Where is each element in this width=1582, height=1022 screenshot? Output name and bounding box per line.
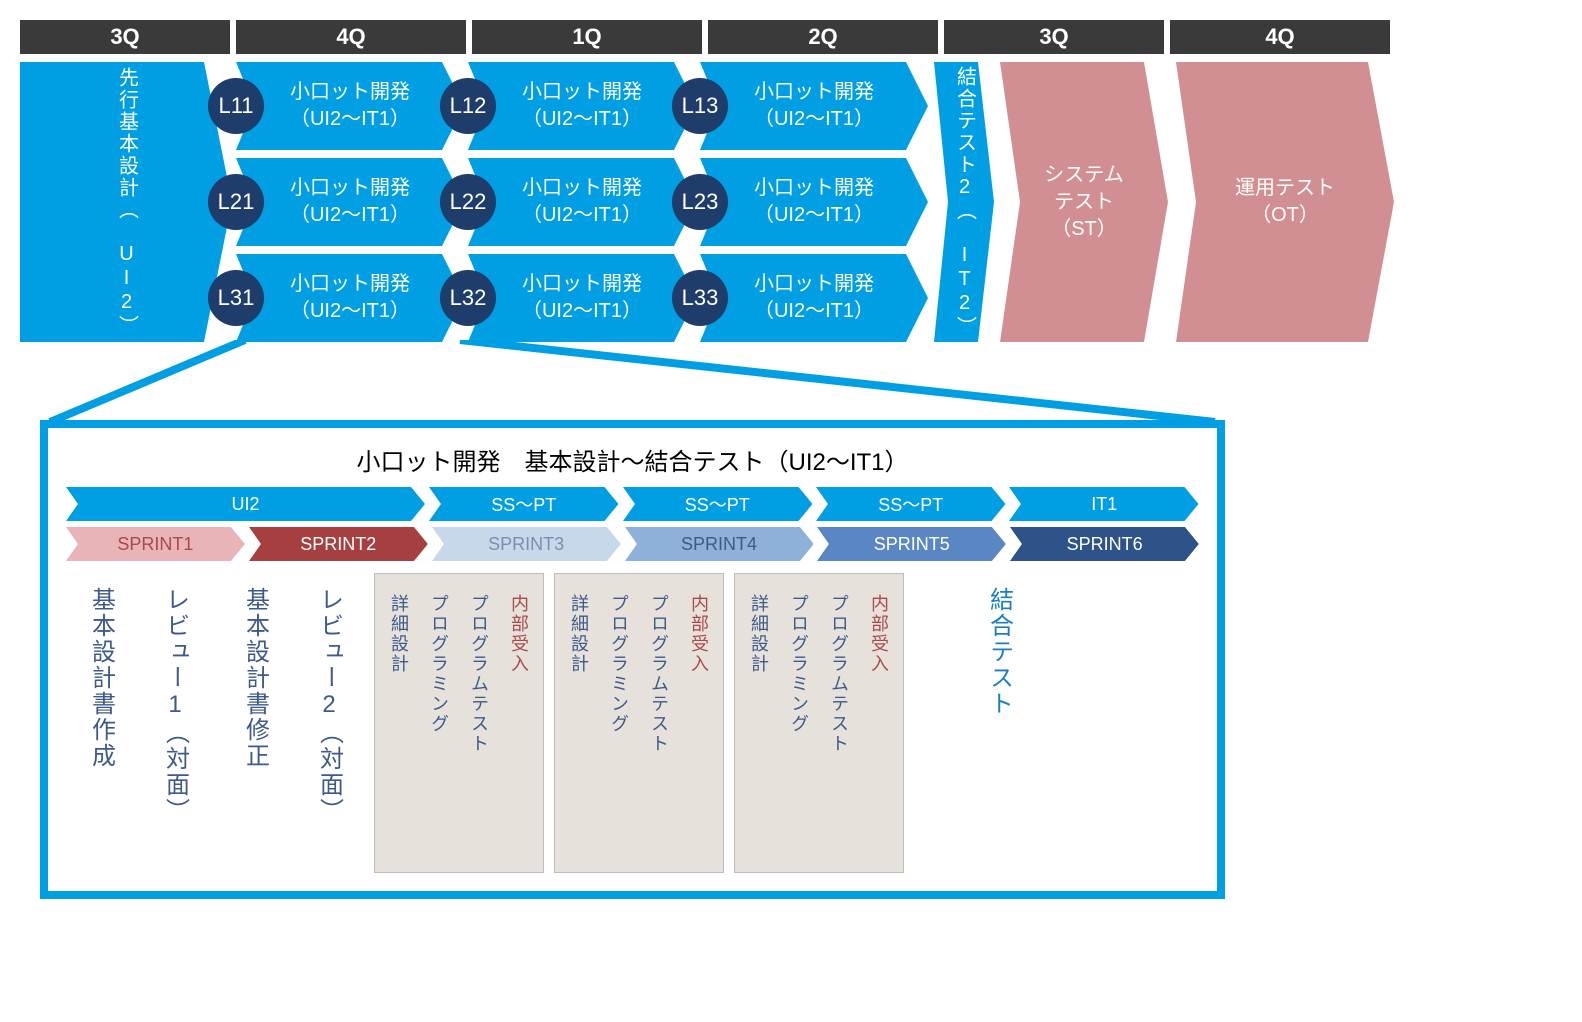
phase-chevron: SS～PT [429, 487, 618, 521]
task-box: 詳細設計 [561, 580, 597, 850]
phase-row: UI2 SS～PT SS～PT SS～PT IT1 [66, 487, 1199, 521]
lot-block: 小口ット開発（UI2～IT1） [236, 254, 464, 342]
lot-block: 小口ット開発（UI2～IT1） [700, 158, 928, 246]
sprint-chevron: SPRINT5 [817, 527, 1006, 561]
task-box: プログラミング [421, 580, 457, 850]
task-group: 基本設計書修正 レビュー2（対面） [220, 573, 364, 873]
detail-title: 小口ット開発 基本設計～結合テスト（UI2～IT1） [66, 442, 1199, 477]
lot-id-circle: L13 [672, 78, 728, 134]
lot-id-circle: L22 [440, 174, 496, 230]
lot-block: 小口ット開発（UI2～IT1） [468, 254, 696, 342]
top-flow: 先行基本設計（ UI2） 小口ット開発（UI2～IT1）L11 小口ット開発（U… [20, 62, 1560, 352]
task-box: 詳細設計 [381, 580, 417, 850]
quarter-cell: 2Q [708, 20, 938, 54]
lot-id-circle: L31 [208, 270, 264, 326]
lot-id-circle: L11 [208, 78, 264, 134]
task-group-boxed: 詳細設計 プログラミング プログラムテスト 内部受入 [734, 573, 904, 873]
phase-chevron: IT1 [1009, 487, 1198, 521]
task-group: 結合テスト [914, 573, 1084, 873]
task-box: プログラムテスト [641, 580, 677, 850]
lot-id-circle: L33 [672, 270, 728, 326]
quarter-cell: 4Q [1170, 20, 1390, 54]
lot-block: 小口ット開発（UI2～IT1） [700, 62, 928, 150]
task-row: 基本設計書作成 レビュー1（対面） 基本設計書修正 レビュー2（対面） 詳細設計… [66, 573, 1199, 873]
task-box: 基本設計書修正 [220, 573, 290, 873]
prelim-block: 先行基本設計（ UI2） [20, 62, 232, 342]
task-box: 詳細設計 [741, 580, 777, 850]
sprint-chevron: SPRINT2 [249, 527, 428, 561]
ot-block: 運用テスト（OT） [1176, 62, 1394, 342]
task-group-boxed: 詳細設計 プログラミング プログラムテスト 内部受入 [374, 573, 544, 873]
task-box: 結合テスト [914, 573, 1084, 873]
lot-id-circle: L21 [208, 174, 264, 230]
task-box: プログラムテスト [821, 580, 857, 850]
task-box: 内部受入 [861, 580, 897, 850]
lot-block: 小口ット開発（UI2～IT1） [236, 158, 464, 246]
sprint-chevron: SPRINT4 [625, 527, 814, 561]
quarter-cell: 1Q [472, 20, 702, 54]
lot-block: 小口ット開発（UI2～IT1） [236, 62, 464, 150]
sprint-chevron: SPRINT6 [1010, 527, 1199, 561]
st-block: システムテスト（ST） [1000, 62, 1168, 342]
task-group-boxed: 詳細設計 プログラミング プログラムテスト 内部受入 [554, 573, 724, 873]
phase-chevron: SS～PT [816, 487, 1005, 521]
task-box: 内部受入 [501, 580, 537, 850]
quarter-cell: 3Q [944, 20, 1164, 54]
sprint-chevron: SPRINT3 [432, 527, 621, 561]
sprint-row: SPRINT1 SPRINT2 SPRINT3 SPRINT4 SPRINT5 … [66, 527, 1199, 561]
phase-chevron: UI2 [66, 487, 425, 521]
task-group: 基本設計書作成 レビュー1（対面） [66, 573, 210, 873]
lot-id-circle: L32 [440, 270, 496, 326]
task-box: レビュー2（対面） [294, 573, 364, 873]
it2-block: 結合テスト2（ IT2） [934, 62, 994, 342]
task-box: レビュー1（対面） [140, 573, 210, 873]
task-box: 基本設計書作成 [66, 573, 136, 873]
diagram-canvas: 3Q4Q1Q2Q3Q4Q 先行基本設計（ UI2） 小口ット開発（UI2～IT1… [20, 20, 1560, 1000]
callout-lines [20, 340, 1220, 430]
lot-id-circle: L12 [440, 78, 496, 134]
task-box: 内部受入 [681, 580, 717, 850]
detail-panel: 小口ット開発 基本設計～結合テスト（UI2～IT1） UI2 SS～PT SS～… [40, 420, 1225, 899]
lot-block: 小口ット開発（UI2～IT1） [468, 158, 696, 246]
lot-block: 小口ット開発（UI2～IT1） [468, 62, 696, 150]
task-box: プログラミング [781, 580, 817, 850]
quarter-cell: 4Q [236, 20, 466, 54]
quarter-cell: 3Q [20, 20, 230, 54]
quarter-header-row: 3Q4Q1Q2Q3Q4Q [20, 20, 1560, 54]
sprint-chevron: SPRINT1 [66, 527, 245, 561]
task-box: プログラムテスト [461, 580, 497, 850]
phase-chevron: SS～PT [623, 487, 812, 521]
lot-block: 小口ット開発（UI2～IT1） [700, 254, 928, 342]
lot-id-circle: L23 [672, 174, 728, 230]
task-box: プログラミング [601, 580, 637, 850]
